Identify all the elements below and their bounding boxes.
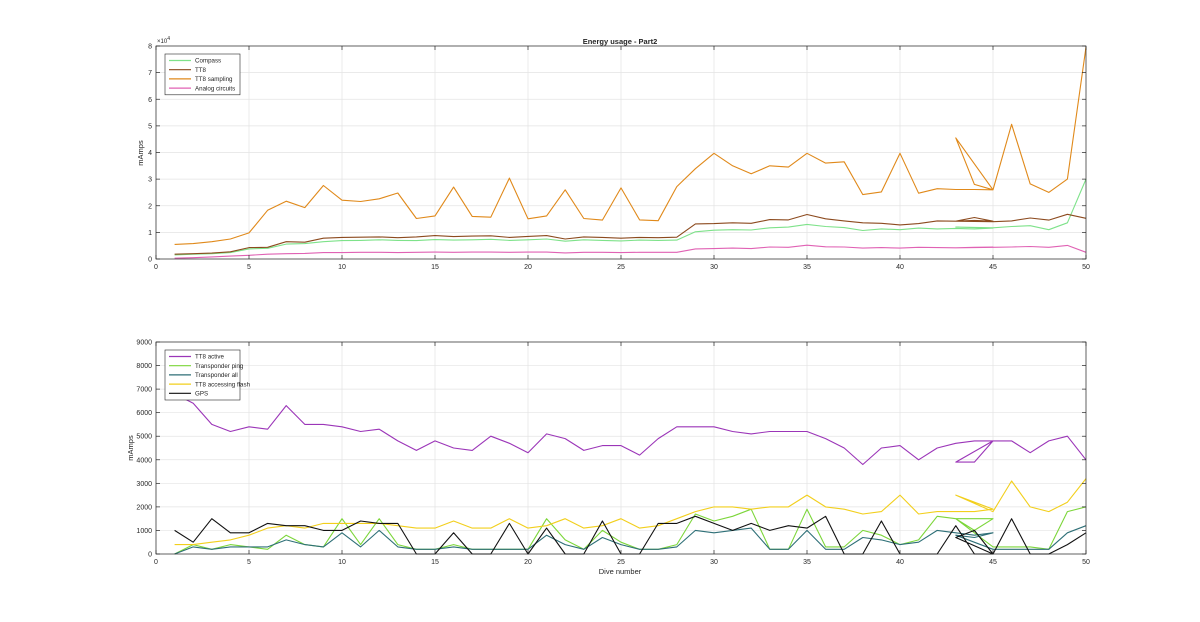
top-series-line-tt8-sampling [174,47,1087,245]
bottom-x-tick-label: 0 [154,559,158,566]
bottom-y-tick-label: 9000 [136,340,152,347]
top-legend-entry: TT8 [195,67,207,74]
top-axes: Energy usage - Part2 mAmps ×104 0 5 10 15 20… [136,36,1090,271]
top-y-tick-label: 5 [148,123,152,130]
bottom-grid [155,341,1087,555]
bottom-x-tick-label: 10 [338,559,346,566]
top-series-lines [174,47,1087,259]
bottom-series-line-tt8-active [174,393,1087,466]
bottom-y-tick-label: 4000 [136,457,152,464]
top-y-tick-label: 3 [148,177,152,184]
top-grid [155,45,1087,260]
top-x-tick-label: 5 [247,264,251,271]
top-x-tick-label: 35 [803,264,811,271]
bottom-y-tick-label: 3000 [136,481,152,488]
top-y-tick-label: 2 [148,203,152,210]
top-y-tick-label: 1 [148,230,152,237]
bottom-x-tick-label: 45 [989,559,997,566]
bottom-series-line-transponder-all [174,525,1087,555]
top-y-tick-label: 0 [148,257,152,264]
bottom-legend-entry: GPS [195,391,208,398]
bottom-x-tick-label: 40 [896,559,904,566]
top-legend: Compass TT8 TT8 sampling Analog circuits [164,53,241,96]
bottom-x-tick-label: 15 [431,559,439,566]
top-x-tick-label: 10 [338,264,346,271]
top-x-tick-label: 40 [896,264,904,271]
top-series-line-analog-circuits [174,244,1087,259]
bottom-y-tick-label: 8000 [136,363,152,370]
bottom-legend: TT8 active Transponder ping Transponder al… [164,349,251,401]
bottom-x-tick-label: 5 [247,559,251,566]
bottom-y-axis-label: mAmps [126,435,135,461]
top-x-tick-label: 25 [617,264,625,271]
bottom-series-line-tt8-accessing-flash [174,478,1087,546]
bottom-y-tick-label: 1000 [136,528,152,535]
bottom-y-tick-label: 0 [148,552,152,559]
top-x-tick-label: 45 [989,264,997,271]
bottom-x-tick-label: 35 [803,559,811,566]
top-y-exponent: ×104 [157,36,170,45]
top-legend-entry: TT8 sampling [195,76,233,83]
bottom-legend-entry: TT8 active [195,354,224,361]
top-y-axis-label: mAmps [136,140,145,166]
bottom-legend-entry: TT8 accessing flash [195,381,251,388]
top-x-tick-label: 20 [524,264,532,271]
bottom-y-tick-label: 5000 [136,434,152,441]
top-x-tick-label: 50 [1082,264,1090,271]
top-x-tick-label: 30 [710,264,718,271]
bottom-series-lines [174,393,1087,555]
bottom-x-tick-label: 30 [710,559,718,566]
top-chart-title: Energy usage - Part2 [583,37,658,46]
bottom-legend-entry: Transponder all [195,372,238,379]
bottom-y-tick-label: 2000 [136,504,152,511]
top-y-tick-label: 6 [148,97,152,104]
top-legend-entry: Compass [195,58,221,65]
top-y-tick-label: 4 [148,150,152,157]
bottom-y-tick-label: 6000 [136,410,152,417]
top-x-tick-label: 15 [431,264,439,271]
bottom-axes: Dive number mAmps 0 5 10 15 20 25 30 35 40 45 50 0 1… [126,340,1090,577]
top-series-line-tt8 [174,213,1087,255]
bottom-y-tick-label: 7000 [136,387,152,394]
bottom-x-tick-label: 50 [1082,559,1090,566]
top-x-tick-label: 0 [154,264,158,271]
bottom-x-tick-label: 25 [617,559,625,566]
top-y-tick-label: 7 [148,70,152,77]
bottom-legend-entry: Transponder ping [195,363,244,370]
top-legend-entry: Analog circuits [195,85,235,92]
bottom-x-axis-label: Dive number [599,567,642,576]
bottom-x-tick-label: 20 [524,559,532,566]
top-y-tick-label: 8 [148,44,152,51]
top-series-line-compass [174,178,1087,256]
